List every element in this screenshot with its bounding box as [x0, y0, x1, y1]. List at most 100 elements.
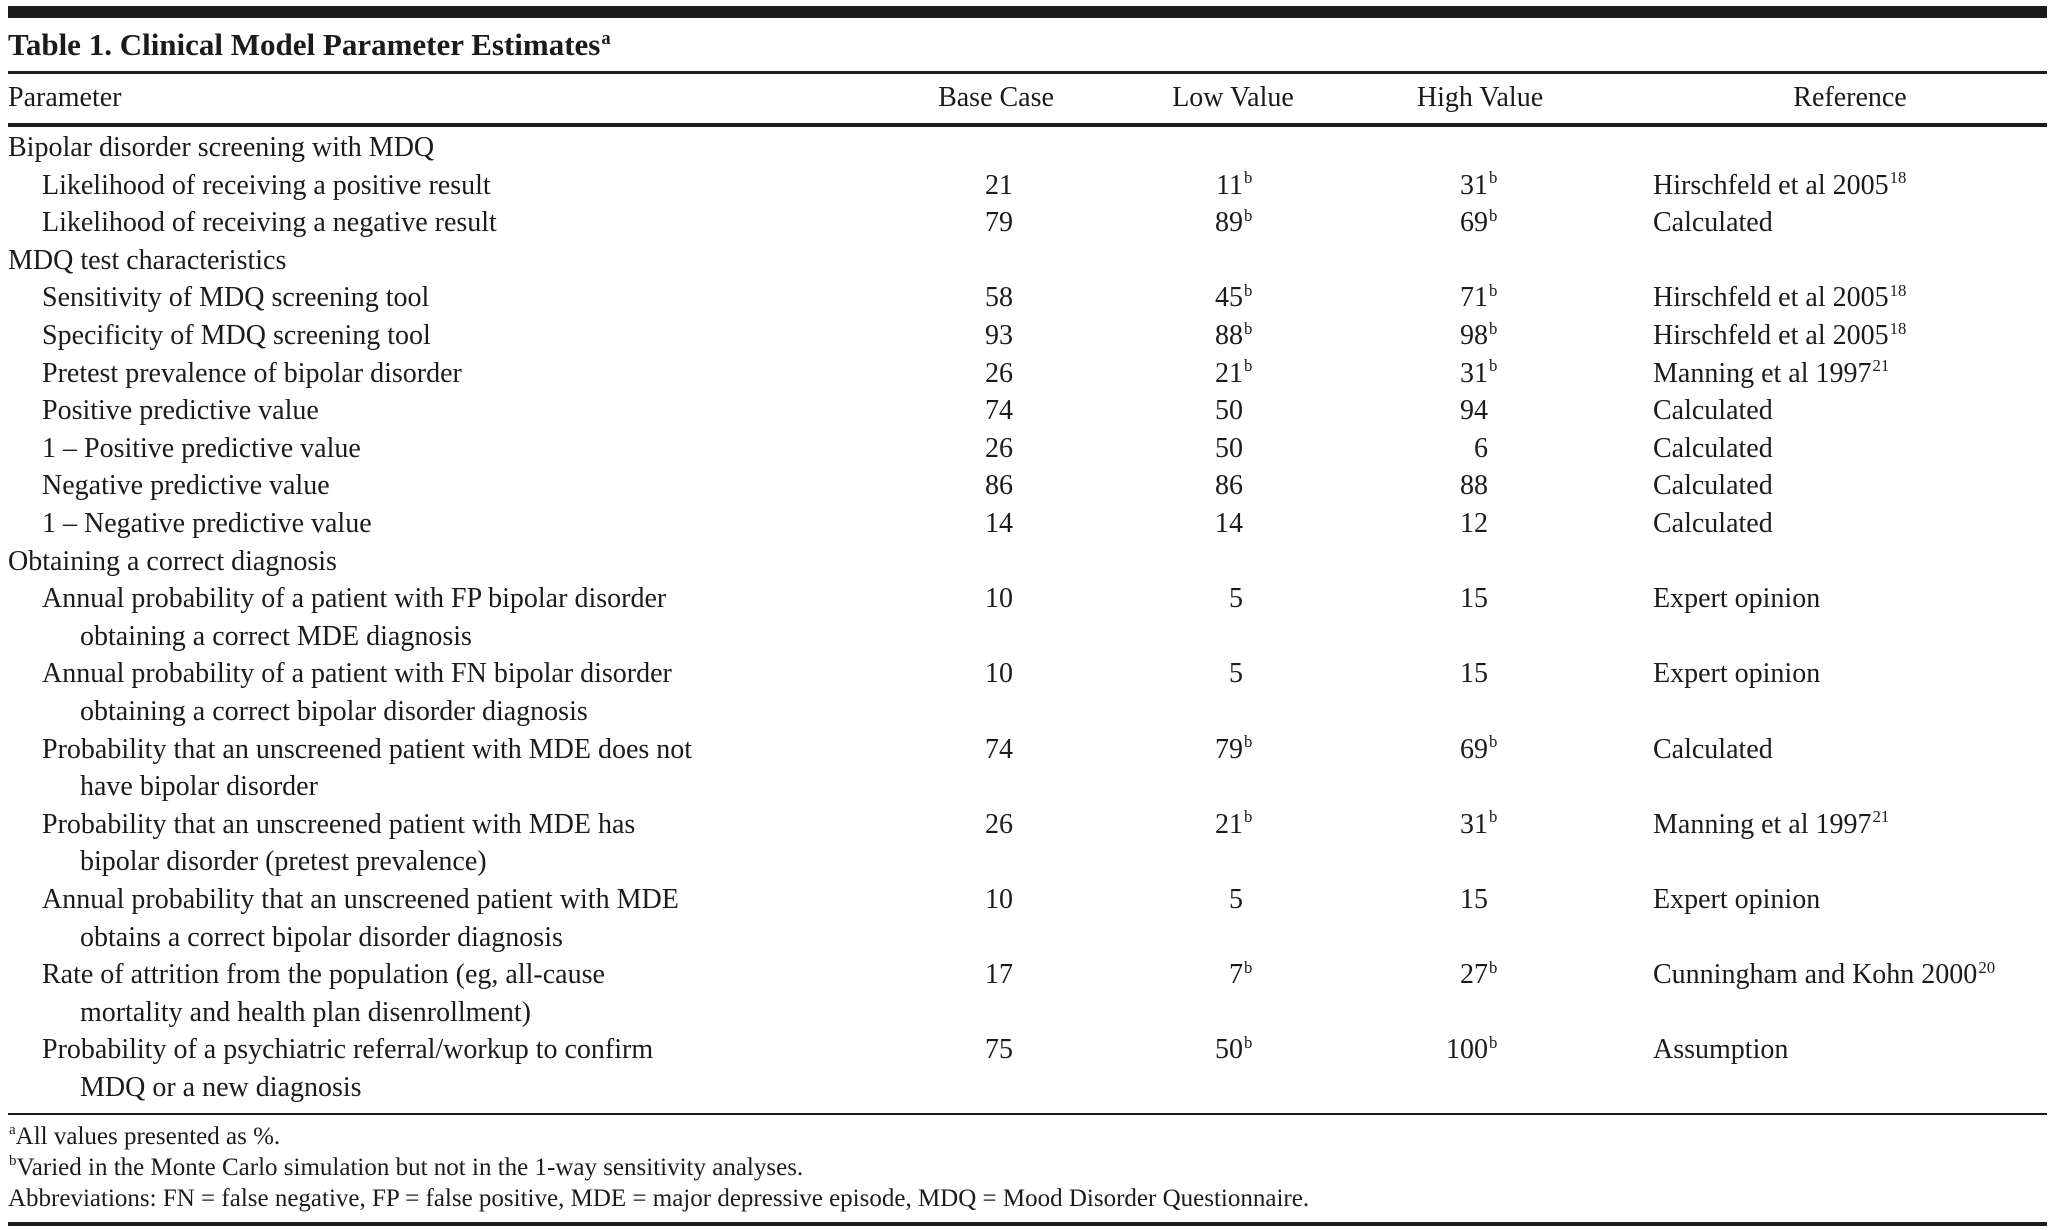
- footnote-marker: b: [1244, 281, 1253, 301]
- param-line-1: Sensitivity of MDQ screening tool: [42, 282, 430, 314]
- param-line-1: Rate of attrition from the population (e…: [42, 959, 605, 991]
- param-cell: Annual probability that an unscreened pa…: [8, 881, 908, 956]
- reference-cell: Manning et al 199721: [1653, 806, 2047, 844]
- param-line-2: have bipolar disorder: [80, 771, 318, 803]
- param-cell: Likelihood of receiving a negative resul…: [8, 204, 908, 242]
- param-line-1: Pretest prevalence of bipolar disorder: [42, 357, 462, 389]
- value-text: 5: [1229, 583, 1243, 615]
- reference-text: Calculated: [1653, 733, 1773, 765]
- high-value-cell: 71b: [1383, 279, 1653, 317]
- footnote-marker: b: [1244, 318, 1253, 338]
- footnote-marker: b: [1244, 1033, 1253, 1053]
- section-row: Obtaining a correct diagnosis: [8, 543, 2047, 581]
- low-value-cell: 45b: [1138, 279, 1383, 317]
- reference-cell: Cunningham and Kohn 200020: [1653, 956, 2047, 994]
- footnote-marker: b: [1244, 807, 1253, 827]
- param-cell: Pretest prevalence of bipolar disorder: [8, 355, 908, 393]
- value-text: 21: [1215, 808, 1243, 840]
- base-case-cell: 74: [908, 731, 1138, 769]
- value-text: 21: [1215, 357, 1243, 389]
- param-cell: Probability that an unscreened patient w…: [8, 731, 908, 806]
- footnote-marker: b: [1489, 807, 1498, 827]
- high-value-cell: 6: [1383, 430, 1653, 468]
- value-text: 88: [1460, 470, 1488, 502]
- reference-text: Expert opinion: [1653, 658, 1821, 690]
- table-title-text: Table 1. Clinical Model Parameter Estima…: [8, 27, 601, 62]
- high-value-cell: 100b: [1383, 1031, 1653, 1069]
- low-value-cell: 5: [1138, 881, 1383, 919]
- reference-cell: Manning et al 199721: [1653, 355, 2047, 393]
- low-value-cell: 50: [1138, 392, 1383, 430]
- footnote-marker: b: [1489, 732, 1498, 752]
- footnote-marker: b: [1489, 1033, 1498, 1053]
- param-row: 1 – Negative predictive value 14 14 12 Calcu…: [8, 505, 2047, 543]
- param-row: Rate of attrition from the population (e…: [8, 956, 2047, 1031]
- param-row: Probability that an unscreened patient w…: [8, 806, 2047, 881]
- value-text: 50: [1215, 432, 1243, 464]
- value-text: 10: [985, 883, 1013, 915]
- base-case-cell: 26: [908, 355, 1138, 393]
- param-line-1: Annual probability that an unscreened pa…: [42, 883, 679, 915]
- table-title: Table 1. Clinical Model Parameter Estima…: [8, 22, 2047, 71]
- param-line-2: obtaining a correct MDE diagnosis: [80, 620, 472, 652]
- param-line-2: bipolar disorder (pretest prevalence): [80, 846, 487, 878]
- value-text: 50: [1215, 395, 1243, 427]
- footnote-b-marker: b: [9, 1153, 17, 1170]
- footnote-marker: b: [1244, 168, 1253, 188]
- column-header-base-case: Base Case: [938, 82, 1054, 114]
- reference-text: Calculated: [1653, 508, 1773, 540]
- low-value-cell: 50: [1138, 430, 1383, 468]
- param-row: Probability that an unscreened patient w…: [8, 731, 2047, 806]
- section-label: MDQ test characteristics: [8, 244, 287, 276]
- param-line-1: 1 – Negative predictive value: [42, 508, 372, 540]
- low-value-cell: 7b: [1138, 956, 1383, 994]
- value-text: 12: [1460, 508, 1488, 540]
- param-row: 1 – Positive predictive value 26 50 6 Calcul…: [8, 430, 2047, 468]
- value-text: 100: [1446, 1034, 1488, 1066]
- param-cell: Specificity of MDQ screening tool: [8, 317, 908, 355]
- param-row: Specificity of MDQ screening tool 93 88b 98…: [8, 317, 2047, 355]
- value-text: 5: [1229, 883, 1243, 915]
- param-row: Probability of a psychiatric referral/wo…: [8, 1031, 2047, 1106]
- value-text: 86: [1215, 470, 1243, 502]
- value-text: 26: [985, 432, 1013, 464]
- value-text: 31: [1460, 357, 1488, 389]
- base-case-cell: 58: [908, 279, 1138, 317]
- column-header-high-value: High Value: [1416, 82, 1544, 114]
- param-line-1: Probability that an unscreened patient w…: [42, 733, 693, 765]
- footnote-marker: 21: [1872, 356, 1890, 376]
- footnote-marker: b: [1489, 356, 1498, 376]
- value-text: 7: [1229, 959, 1243, 991]
- reference-text: Manning et al 1997: [1653, 808, 1872, 840]
- value-text: 74: [985, 733, 1013, 765]
- footnote-a: aAll values presented as %.: [8, 1121, 2047, 1152]
- low-value-cell: 11b: [1138, 167, 1383, 205]
- value-text: 5: [1229, 658, 1243, 690]
- reference-text: Calculated: [1653, 432, 1773, 464]
- value-text: 71: [1460, 282, 1488, 314]
- param-row: Likelihood of receiving a negative resul…: [8, 204, 2047, 242]
- value-text: 17: [985, 959, 1013, 991]
- title-footnote-marker: a: [601, 27, 611, 49]
- param-cell: Negative predictive value: [8, 467, 908, 505]
- param-line-2: mortality and health plan disenrollment): [80, 996, 531, 1028]
- param-cell: Probability of a psychiatric referral/wo…: [8, 1031, 908, 1106]
- base-case-cell: 93: [908, 317, 1138, 355]
- value-text: 50: [1215, 1034, 1243, 1066]
- low-value-cell: 79b: [1138, 731, 1383, 769]
- reference-text: Hirschfeld et al 2005: [1653, 169, 1889, 201]
- footnotes: aAll values presented as %. bVaried in t…: [8, 1115, 2047, 1222]
- value-text: 58: [985, 282, 1013, 314]
- rule-under-title: [8, 71, 2047, 75]
- footnote-marker: b: [1489, 318, 1498, 338]
- top-rule: [8, 6, 2047, 18]
- param-line-1: Probability of a psychiatric referral/wo…: [42, 1034, 654, 1066]
- param-cell: Annual probability of a patient with FN …: [8, 655, 908, 730]
- low-value-cell: 50b: [1138, 1031, 1383, 1069]
- high-value-cell: 69b: [1383, 731, 1653, 769]
- value-text: 69: [1460, 733, 1488, 765]
- value-text: 14: [1215, 508, 1243, 540]
- reference-text: Expert opinion: [1653, 583, 1821, 615]
- high-value-cell: 15: [1383, 580, 1653, 618]
- base-case-cell: 26: [908, 430, 1138, 468]
